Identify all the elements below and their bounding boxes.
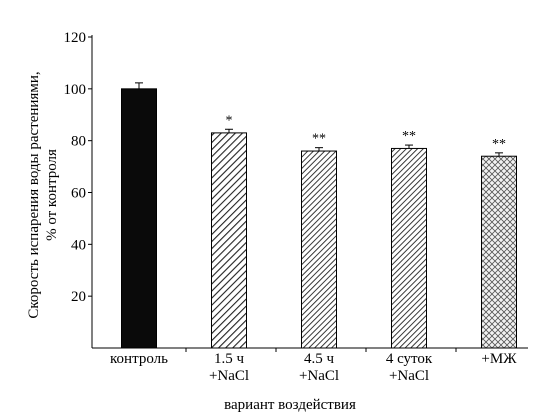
x-axis-title: вариант воздействия (224, 397, 356, 413)
significance-marker: ** (492, 137, 506, 152)
significance-marker: ** (402, 129, 416, 144)
bars: *** **** (121, 82, 517, 349)
x-tick-label: +NaCl (209, 368, 249, 384)
bar (301, 150, 337, 349)
significance-marker: * (226, 113, 233, 128)
y-axis: 20 40 60 80 100 120 (64, 30, 93, 348)
bar (481, 155, 517, 349)
x-tick-label: +NaCl (389, 368, 429, 384)
y-tick-label: 120 (64, 30, 87, 46)
bar (121, 88, 157, 349)
x-tick-label: +NaCl (299, 368, 339, 384)
x-tick-label: 1.5 ч (214, 351, 245, 367)
y-tick-label: 60 (71, 186, 86, 202)
y-axis-title-line-2: % от контроля (44, 149, 60, 241)
bar (211, 132, 247, 349)
y-tick-label: 80 (71, 134, 86, 150)
y-tick-label: 40 (71, 237, 86, 253)
y-axis-title-line-1: Скорость испарения воды растениями, (26, 71, 42, 318)
y-tick-label: 20 (71, 289, 86, 305)
x-tick-label: 4.5 ч (304, 351, 335, 367)
x-tick-label: контроль (110, 351, 168, 367)
y-axis-title: Скорость испарения воды растениями, % от… (26, 71, 60, 318)
x-tick-label: +МЖ (481, 351, 517, 367)
x-tick-label: 4 суток (386, 351, 433, 367)
bar (391, 147, 427, 349)
y-tick-label: 100 (64, 82, 87, 98)
significance-marker: ** (312, 132, 326, 147)
